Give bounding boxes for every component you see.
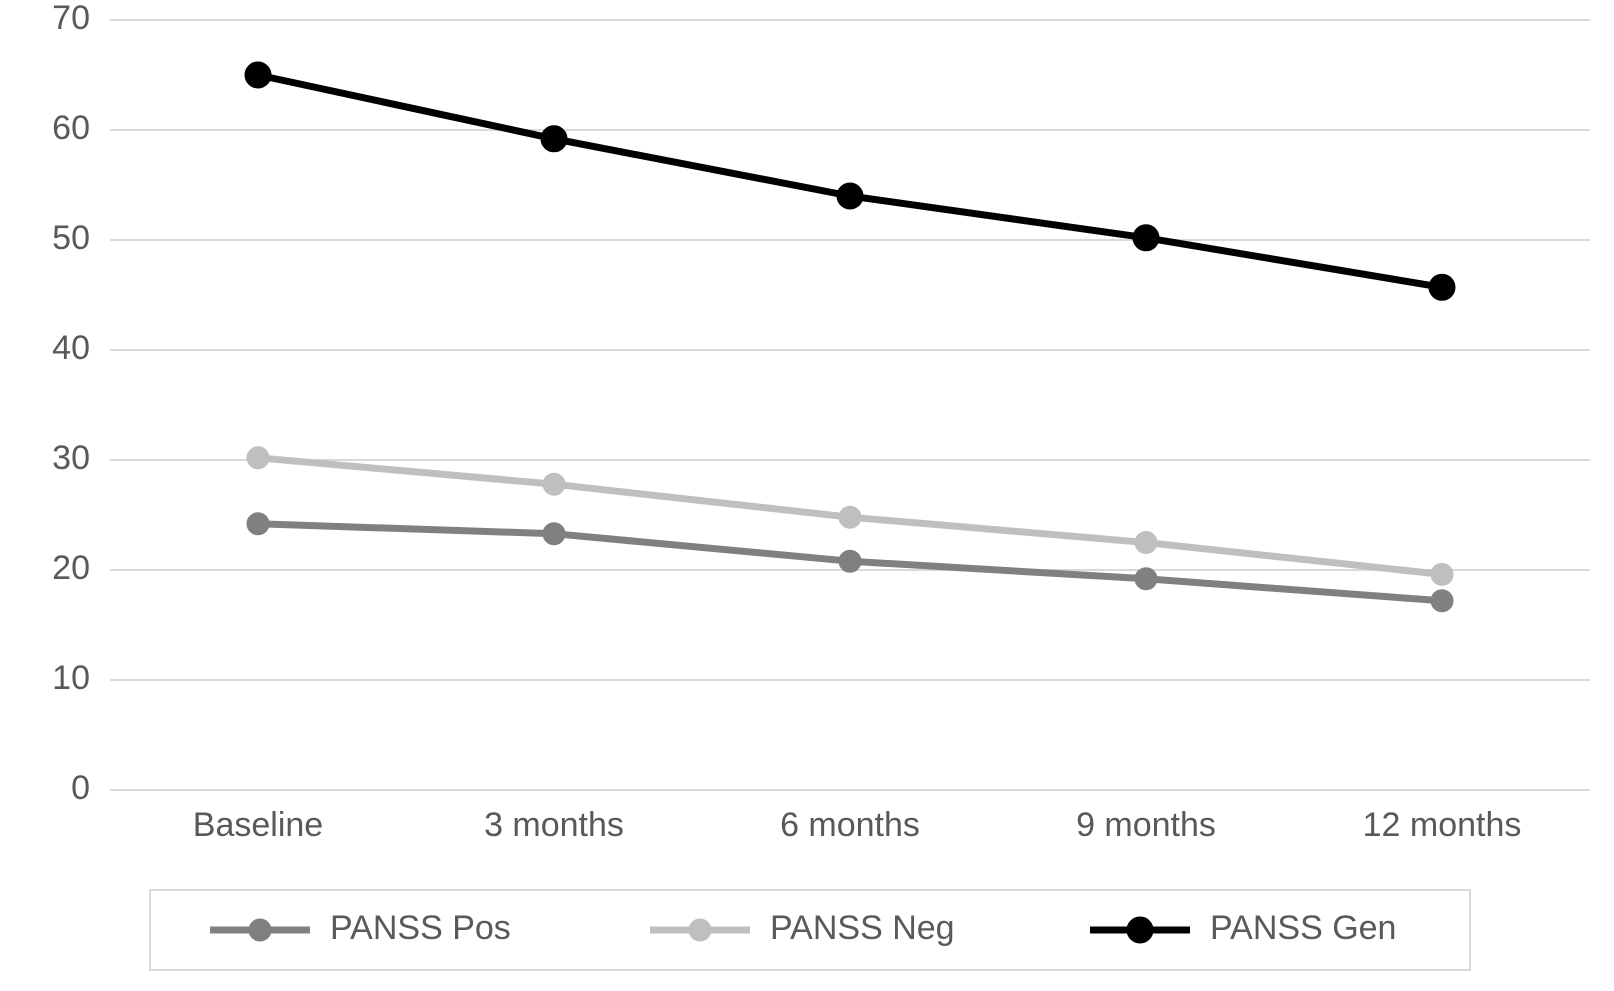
x-tick-label: 6 months <box>780 806 920 844</box>
legend-marker-1 <box>690 920 710 940</box>
series-marker-0-3 <box>1136 569 1156 589</box>
series-marker-1-2 <box>840 507 860 527</box>
legend-label-2: PANSS Gen <box>1210 909 1396 947</box>
y-tick-label: 30 <box>52 439 90 477</box>
series-marker-2-2 <box>838 184 862 208</box>
panss-line-chart: 0 10 20 30 40 50 60 70 Baseline 3 months 6 months 9… <box>0 0 1614 991</box>
legend-label-0: PANSS Pos <box>330 909 511 947</box>
chart-svg: 0 10 20 30 40 50 60 70 Baseline 3 months 6 months 9… <box>0 0 1614 991</box>
y-tick-label: 10 <box>52 659 90 697</box>
y-tick-label: 0 <box>71 769 90 807</box>
y-tick-label: 40 <box>52 329 90 367</box>
series-marker-2-3 <box>1134 226 1158 250</box>
legend-marker-0 <box>250 920 270 940</box>
series-marker-2-4 <box>1430 275 1454 299</box>
x-tick-label: 12 months <box>1363 806 1522 844</box>
legend-label-1: PANSS Neg <box>770 909 955 947</box>
x-tick-label: Baseline <box>193 806 323 844</box>
y-tick-label: 70 <box>52 0 90 37</box>
series-marker-0-1 <box>544 524 564 544</box>
x-tick-label: 9 months <box>1076 806 1216 844</box>
x-tick-label: 3 months <box>484 806 624 844</box>
series-marker-0-2 <box>840 551 860 571</box>
series-marker-2-0 <box>246 63 270 87</box>
series-marker-2-1 <box>542 127 566 151</box>
series-marker-0-4 <box>1432 591 1452 611</box>
y-tick-label: 60 <box>52 109 90 147</box>
series-marker-1-1 <box>544 474 564 494</box>
y-tick-label: 20 <box>52 549 90 587</box>
y-tick-label: 50 <box>52 219 90 257</box>
series-marker-1-3 <box>1136 533 1156 553</box>
legend-marker-2 <box>1128 918 1152 942</box>
series-marker-1-4 <box>1432 564 1452 584</box>
series-marker-1-0 <box>248 448 268 468</box>
series-marker-0-0 <box>248 514 268 534</box>
